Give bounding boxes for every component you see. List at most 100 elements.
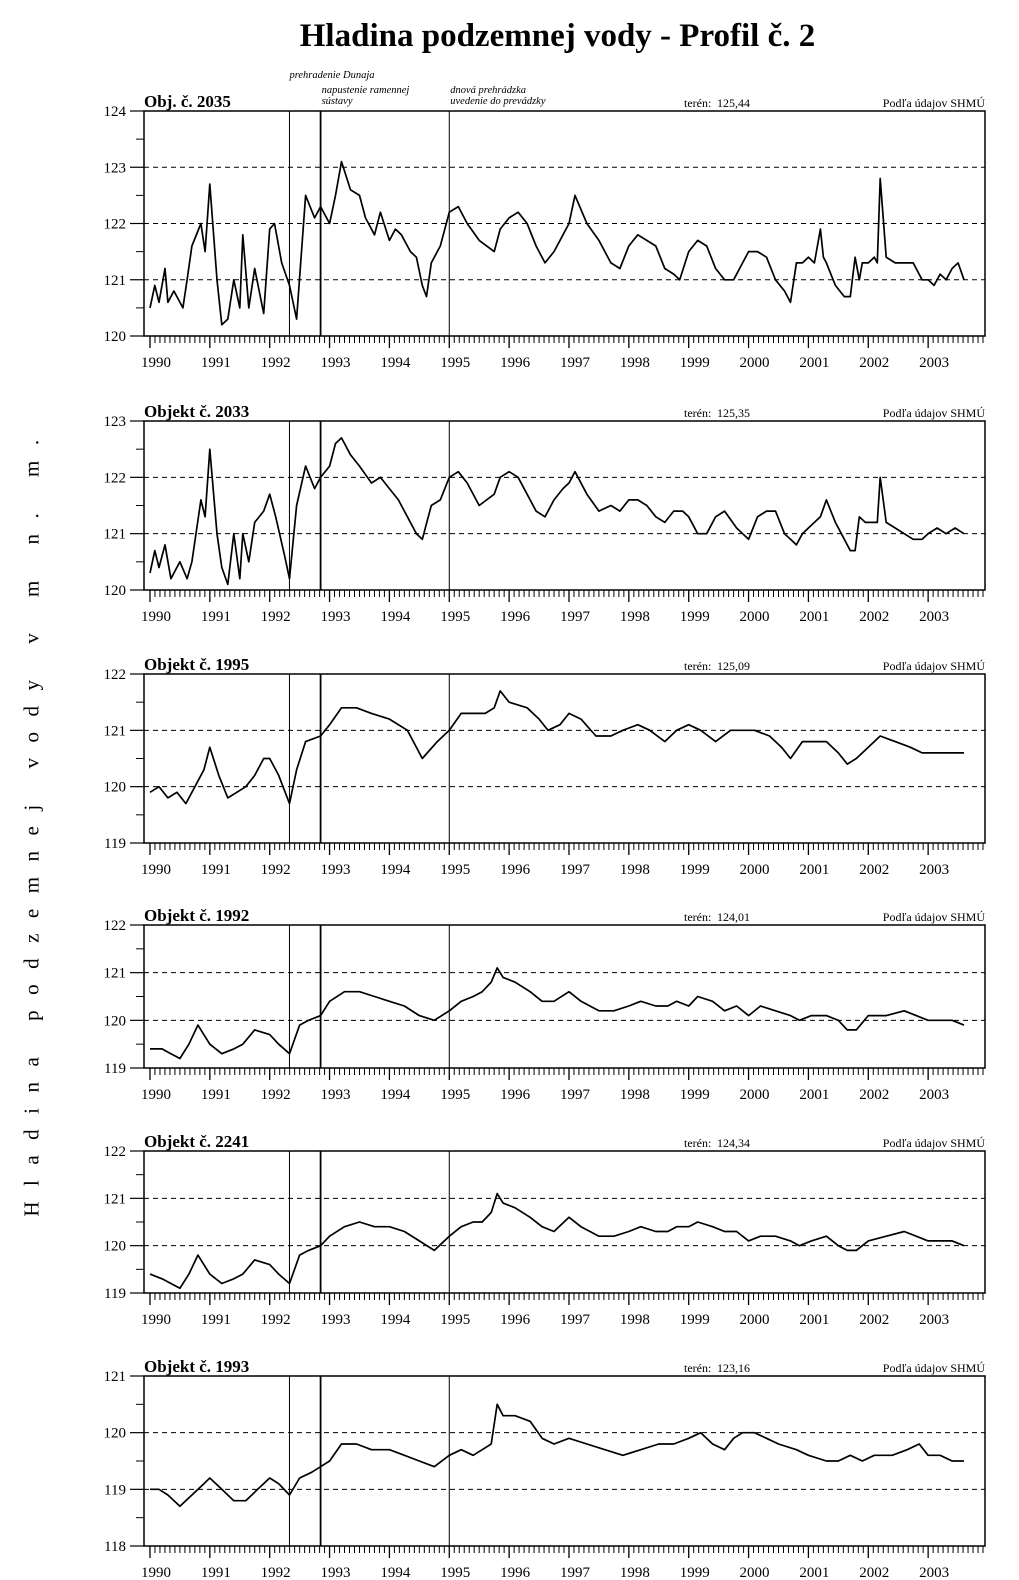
x-tick-label: 1996 <box>500 1087 531 1103</box>
x-tick-label: 1996 <box>500 1312 531 1328</box>
x-tick-label: 2001 <box>799 862 829 878</box>
x-tick-label: 2001 <box>799 1087 829 1103</box>
x-tick-label: 2003 <box>919 1312 949 1328</box>
x-tick-label: 1998 <box>620 1312 650 1328</box>
x-tick-label: 1997 <box>560 609 591 625</box>
x-tick-label: 1990 <box>141 609 171 625</box>
x-tick-label: 1994 <box>380 862 411 878</box>
y-tick-label: 120 <box>104 329 127 345</box>
x-tick-label: 1994 <box>380 355 411 371</box>
x-tick-label: 2002 <box>859 609 889 625</box>
x-tick-label: 1995 <box>440 1087 470 1103</box>
x-tick-label: 1993 <box>321 355 351 371</box>
terrain-label: terén: <box>684 1136 711 1150</box>
x-tick-label: 1990 <box>141 355 171 371</box>
x-tick-label: 2002 <box>859 1312 889 1328</box>
series-line <box>150 967 965 1060</box>
x-tick-label: 1993 <box>321 1312 351 1328</box>
x-tick-label: 1993 <box>321 609 351 625</box>
chart-1: 120 121 122 123 124 1990 1991 1992 1993 1994 1995 1… <box>104 92 986 371</box>
x-tick-label: 2000 <box>740 1087 770 1103</box>
x-tick-label: 2001 <box>799 1565 829 1580</box>
chart-4: 119 120 121 122 1990 1991 1992 1993 1994 1995 1996… <box>104 906 986 1103</box>
x-tick-label: 1995 <box>440 1565 470 1580</box>
y-tick-label: 123 <box>104 414 127 430</box>
y-tick-label: 121 <box>104 527 127 543</box>
y-tick-label: 119 <box>104 1286 126 1302</box>
x-tick-label: 1995 <box>440 355 470 371</box>
x-tick-label: 1990 <box>141 1565 171 1580</box>
y-tick-label: 120 <box>104 780 127 796</box>
x-tick-label: 2001 <box>799 355 829 371</box>
x-tick-label: 1992 <box>261 1312 291 1328</box>
plot-frame <box>143 1375 986 1547</box>
x-tick-label: 1998 <box>620 862 650 878</box>
event-annotation-label: napustenie ramennej sústavy <box>322 85 410 107</box>
x-tick-label: 1995 <box>440 609 470 625</box>
x-tick-label: 1999 <box>680 1565 710 1580</box>
x-tick-label: 2001 <box>799 609 829 625</box>
x-tick-label: 2002 <box>859 1087 889 1103</box>
terrain-value: 125,44 <box>717 96 750 110</box>
x-tick-label: 2002 <box>859 355 889 371</box>
terrain-value: 125,09 <box>717 659 750 673</box>
plot-frame <box>143 924 986 1069</box>
terrain-label: terén: <box>684 406 711 420</box>
chart-title: Objekt č. 1992 <box>144 906 249 925</box>
x-tick-label: 1994 <box>380 609 411 625</box>
x-tick-label: 1990 <box>141 862 171 878</box>
x-tick-label: 1995 <box>440 1312 470 1328</box>
event-annotation-line: napustenie ramennej <box>322 85 410 96</box>
x-tick-label: 1996 <box>500 1565 531 1580</box>
x-tick-label: 1999 <box>680 609 710 625</box>
plot-frame <box>143 420 986 591</box>
x-tick-label: 1997 <box>560 1087 591 1103</box>
y-tick-label: 124 <box>104 104 127 120</box>
chart-title: Objekt č. 2033 <box>144 402 249 421</box>
y-tick-label: 118 <box>104 1539 126 1555</box>
x-tick-label: 2003 <box>919 355 949 371</box>
event-annotation-line: prehradenie Dunaja <box>288 70 374 81</box>
terrain-label: terén: <box>684 659 711 673</box>
y-tick-label: 123 <box>104 160 127 176</box>
chart-3: 119 120 121 122 1990 1991 1992 1993 1994 1995 1996… <box>104 655 986 878</box>
x-tick-label: 1991 <box>201 355 231 371</box>
chart-title: Objekt č. 2241 <box>144 1132 249 1151</box>
x-tick-label: 1995 <box>440 862 470 878</box>
terrain-value: 125,35 <box>717 406 750 420</box>
source-note: Podľa údajov SHMÚ <box>883 1136 986 1150</box>
x-tick-label: 1997 <box>560 1312 591 1328</box>
y-tick-label: 121 <box>104 966 127 982</box>
event-annotation-line: uvedenie do prevádzky <box>450 96 546 107</box>
x-tick-label: 1992 <box>261 862 291 878</box>
x-tick-label: 1997 <box>560 1565 591 1580</box>
x-tick-label: 2000 <box>740 862 770 878</box>
x-tick-label: 1994 <box>380 1312 411 1328</box>
terrain-label: terén: <box>684 910 711 924</box>
source-note: Podľa údajov SHMÚ <box>883 406 986 420</box>
event-annotation-label: prehradenie Dunaja <box>288 70 374 81</box>
x-tick-label: 1994 <box>380 1087 411 1103</box>
x-tick-label: 1991 <box>201 862 231 878</box>
x-tick-label: 1996 <box>500 862 531 878</box>
y-tick-label: 120 <box>104 1013 127 1029</box>
terrain-value: 124,34 <box>717 1136 750 1150</box>
x-tick-label: 1992 <box>261 1565 291 1580</box>
x-tick-label: 1996 <box>500 609 531 625</box>
chart-title: Objekt č. 1993 <box>144 1357 249 1376</box>
x-tick-label: 1998 <box>620 609 650 625</box>
source-note: Podľa údajov SHMÚ <box>883 1361 986 1375</box>
chart-2: 120 121 122 123 1990 1991 1992 1993 1994 1995 1996… <box>104 402 986 625</box>
terrain-label: terén: <box>684 96 711 110</box>
source-note: Podľa údajov SHMÚ <box>883 659 986 673</box>
terrain-value: 123,16 <box>717 1361 750 1375</box>
x-tick-label: 2000 <box>740 609 770 625</box>
y-tick-label: 119 <box>104 836 126 852</box>
y-tick-label: 119 <box>104 1061 126 1077</box>
chart-title: Objekt č. 1995 <box>144 655 249 674</box>
series-line <box>149 1192 965 1290</box>
source-note: Podľa údajov SHMÚ <box>883 910 986 924</box>
x-tick-label: 1993 <box>321 862 351 878</box>
x-tick-label: 2000 <box>740 355 770 371</box>
